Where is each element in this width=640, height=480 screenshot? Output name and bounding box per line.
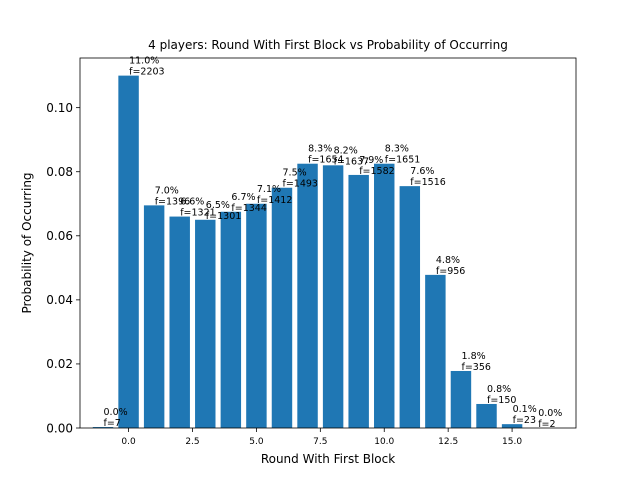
- bar: [169, 216, 190, 428]
- bar: [501, 424, 523, 428]
- data-label-frequency: f=2203: [129, 67, 164, 78]
- data-label-percent: 8.2%: [334, 145, 358, 156]
- bar: [297, 163, 318, 428]
- bar: [374, 163, 395, 428]
- data-label-percent: 7.1%: [257, 184, 281, 195]
- data-label-frequency: f=7: [104, 418, 121, 429]
- y-tick-label: 0.04: [46, 293, 73, 307]
- data-label-frequency: f=23: [513, 415, 536, 426]
- data-label-percent: 6.6%: [180, 197, 204, 208]
- y-axis: 0.00 0.02 0.04 0.06 0.08 0.10: [46, 101, 80, 435]
- data-label-percent: 0.0%: [538, 408, 562, 419]
- y-tick-label: 0.00: [46, 421, 73, 435]
- bar: [399, 186, 421, 428]
- data-label-frequency: f=1301: [206, 211, 241, 222]
- bar: [195, 219, 216, 428]
- data-label-frequency: f=1344: [231, 203, 266, 214]
- chart-title: 4 players: Round With First Block vs Pro…: [148, 38, 508, 52]
- y-tick-label: 0.08: [46, 165, 73, 179]
- data-labels-group: 0.0%f=711.0%f=22037.0%f=13966.6%f=13216.…: [104, 56, 563, 430]
- bar: [322, 165, 344, 428]
- data-label-frequency: f=1321: [180, 208, 215, 219]
- x-tick-label: 2.5: [185, 437, 199, 447]
- x-tick-label: 7.5: [313, 437, 327, 447]
- bar: [271, 187, 293, 428]
- plot-frame: [79, 57, 577, 429]
- data-label-frequency: f=2: [538, 419, 555, 430]
- data-label-percent: 7.0%: [155, 185, 179, 196]
- bar: [348, 174, 369, 428]
- y-tick-label: 0.06: [46, 229, 73, 243]
- x-tick-label: 15.0: [502, 437, 522, 447]
- x-tick-label: 0.0: [121, 437, 136, 447]
- x-axis-label: Round With First Block: [261, 452, 395, 466]
- data-label-percent: 0.8%: [487, 384, 511, 395]
- bar: [476, 403, 497, 428]
- data-label-frequency: f=1493: [283, 179, 318, 190]
- data-label-frequency: f=1651: [385, 155, 420, 166]
- data-label-percent: 0.0%: [104, 407, 128, 418]
- data-label-percent: 0.1%: [513, 404, 537, 415]
- data-label-percent: 8.3%: [385, 144, 409, 155]
- bar: [425, 274, 446, 428]
- data-label-frequency: f=150: [487, 395, 516, 406]
- data-label-frequency: f=1582: [359, 166, 394, 177]
- y-axis-label: Probability of Occurring: [20, 172, 34, 313]
- bar: [220, 211, 242, 428]
- data-label-percent: 6.7%: [231, 192, 255, 203]
- data-label-frequency: f=1637: [334, 156, 369, 167]
- x-tick-label: 12.5: [438, 437, 458, 447]
- y-tick-label: 0.02: [46, 357, 73, 371]
- bars-group: [92, 75, 523, 429]
- x-tick-label: 10.0: [374, 437, 394, 447]
- bar: [143, 205, 165, 428]
- bar: [450, 370, 472, 428]
- bar: [246, 203, 267, 428]
- data-label-percent: 7.9%: [359, 155, 383, 166]
- data-label-frequency: f=1396: [155, 196, 190, 207]
- data-label-percent: 4.8%: [436, 255, 460, 266]
- data-label-frequency: f=956: [436, 266, 465, 277]
- data-label-frequency: f=1516: [410, 177, 445, 188]
- data-label-percent: 6.5%: [206, 200, 230, 211]
- y-tick-label: 0.10: [46, 101, 73, 115]
- bar: [92, 427, 114, 428]
- data-label-frequency: f=356: [462, 362, 491, 373]
- data-label-percent: 11.0%: [129, 56, 159, 67]
- data-label-percent: 7.5%: [283, 168, 307, 179]
- data-label-percent: 8.3%: [308, 144, 332, 155]
- x-axis: 0.0 2.5 5.0 7.5 10.0 12.5 15.0: [121, 428, 522, 447]
- data-label-frequency: f=1412: [257, 195, 292, 206]
- bar: [118, 75, 139, 429]
- data-label-percent: 7.6%: [410, 166, 434, 177]
- data-label-percent: 1.8%: [462, 351, 486, 362]
- x-tick-label: 5.0: [249, 437, 264, 447]
- data-label-frequency: f=1654: [308, 155, 343, 166]
